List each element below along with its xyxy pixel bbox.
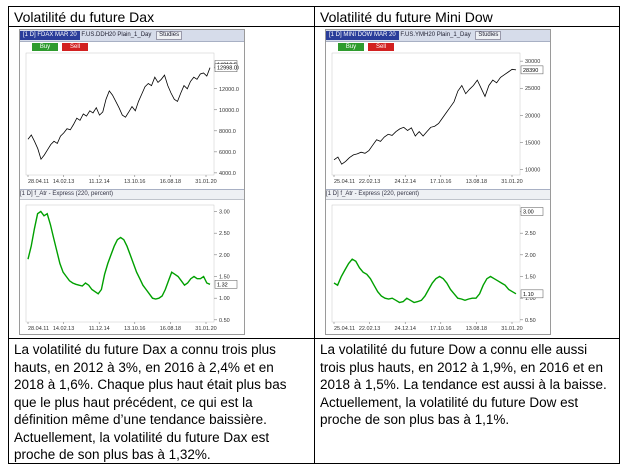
dow-price-y-tick-label: 25000 [525, 86, 540, 92]
dow-indicator-panel: 0.50 1.00 1.50 2.00 2.50 3.00 25.04.11 22.02.13… [331, 204, 544, 332]
dax-price-x-tick-label: 28.04.11 [28, 179, 49, 185]
dax-volatility-x-tick-label: 16.08.18 [160, 326, 181, 332]
dow-volatility-y-tick-label: 1.00 [525, 296, 536, 302]
dow-indicator-label: [1 D] f_Atr - Express (220, percent) [326, 191, 420, 197]
dax-price-x-tick-label: 13.10.16 [124, 179, 145, 185]
dax-price-plot-area [25, 52, 215, 176]
dow-volatility-last-value-tag: 1.10 [520, 289, 544, 299]
dax-price-y-tick-label: 10000.0 [219, 108, 239, 114]
dax-price-panel: 4000.06000.08000.010000.012000.014000.02… [25, 52, 239, 185]
dow-price-y-tick-label: 30000 [525, 59, 540, 65]
dax-price-y-tick-label: 6000.0 [219, 150, 236, 156]
dax-studies-button[interactable]: Studies [156, 31, 183, 40]
dax-description: La volatilité du future Dax a connu troi… [14, 342, 287, 462]
dax-price-y-tick-label: 8000.0 [219, 129, 236, 135]
dax-volatility-y-tick-label: 2.00 [219, 253, 230, 259]
dow-buy-button[interactable]: Buy [338, 43, 364, 51]
dax-price-y-tick-label: 4000.0 [219, 171, 236, 177]
dax-volatility-y-tick-label: 1.50 [219, 275, 230, 281]
dow-price-plot-area [331, 52, 521, 176]
dax-chart-toolbar: [1 D] FDAX MAR 20 F.US.DDH20 Plain_1_Day… [20, 30, 244, 42]
dow-volatility-y-tick-label: 0.50 [525, 318, 536, 324]
dow-chart-instrument: [1 D] MINI DOW MAR 20 [326, 31, 399, 40]
dow-chart-toolbar: [1 D] MINI DOW MAR 20 F.US.YMH20 Plain_1… [326, 30, 550, 42]
dow-price-x-tick-label: 24.12.14 [394, 179, 415, 185]
dax-chart-instrument: [1 D] FDAX MAR 20 [20, 31, 80, 40]
column-divider [314, 7, 315, 463]
dax-price-series-line [27, 67, 211, 161]
dow-price-x-tick-label: 25.04.11 [334, 179, 355, 185]
dax-volatility-last-value-label: 1.32 [217, 282, 228, 288]
dow-volatility-x-tick-label: 31.01.20 [501, 326, 522, 332]
dax-price-y-tick-label: 12000.0 [219, 87, 239, 93]
dow-volatility-x-tick-label: 25.04.11 [334, 326, 355, 332]
dow-chart-symbol: F.US.YMH20 Plain_1_Day [400, 32, 471, 38]
dax-volatility-x-tick-label: 31.01.20 [195, 326, 216, 332]
dax-price-x-tick-label: 14.02.13 [53, 179, 74, 185]
dax-volatility-x-tick-label: 28.04.11 [28, 326, 49, 332]
dow-volatility-plot-area [331, 204, 521, 323]
dax-indicator-bar: [1 D] f_Atr - Express (220, percent) [20, 189, 244, 200]
dow-volatility-x-tick-label: 13.08.18 [466, 326, 487, 332]
header-dax: Volatilité du future Dax [14, 9, 155, 25]
dax-price-x-tick-label: 31.01.20 [195, 179, 216, 185]
dax-volatility-series-line [27, 210, 211, 300]
dow-volatility-last-value-label: 3.00 [523, 210, 534, 216]
header-mini-dow: Volatilité du future Mini Dow [320, 9, 493, 25]
dax-indicator-label: [1 D] f_Atr - Express (220, percent) [20, 191, 114, 197]
dow-volatility-x-tick-label: 24.12.14 [394, 326, 415, 332]
dax-volatility-plot-area [25, 204, 215, 323]
dow-price-x-tick-label: 22.02.13 [359, 179, 380, 185]
dow-price-y-tick-label: 20000 [525, 113, 540, 119]
dow-volatility-series-line [333, 258, 517, 304]
dow-price-last-value-label: 28390 [523, 68, 538, 74]
dax-price-last-value-tag: 12998.0 [214, 63, 238, 72]
dow-indicator-bar: [1 D] f_Atr - Express (220, percent) [326, 189, 550, 200]
dow-price-panel: 10000 15000 20000 25000 30000 25.04.11 22.02.1… [331, 52, 544, 185]
dow-volatility-y-tick-label: 2.00 [525, 253, 536, 259]
dax-price-last-value-label: 12998.0 [217, 66, 237, 72]
dow-price-x-tick-label: 17.10.16 [430, 179, 451, 185]
dax-volatility-x-tick-label: 14.02.13 [53, 326, 74, 332]
dax-volatility-y-tick-label: 1.00 [219, 296, 230, 302]
dow-volatility-x-tick-label: 17.10.16 [430, 326, 451, 332]
row-divider [9, 338, 619, 339]
dax-price-x-tick-label: 16.08.18 [160, 179, 181, 185]
dax-volatility-y-tick-label: 2.50 [219, 231, 230, 237]
dow-volatility-last-value-box [520, 207, 544, 216]
dow-price-last-value-tag: 28390 [520, 65, 544, 75]
dax-chart-symbol: F.US.DDH20 Plain_1_Day [81, 32, 152, 38]
dow-price-y-tick-label: 15000 [525, 140, 540, 146]
dow-volatility-x-tick-label: 22.02.13 [359, 326, 380, 332]
dax-chart-window[interactable]: [1 D] FDAX MAR 20 F.US.DDH20 Plain_1_Day… [19, 29, 245, 335]
comparison-table: Volatilité du future Dax Volatilité du f… [8, 6, 620, 464]
dow-volatility-y-tick-label: 2.50 [525, 231, 536, 237]
dow-price-x-tick-label: 13.08.18 [466, 179, 487, 185]
dow-volatility-last-value-label: 1.10 [523, 292, 534, 298]
dow-studies-button[interactable]: Studies [475, 31, 502, 40]
dow-price-last-value-box [520, 65, 544, 75]
dow-price-x-tick-label: 31.01.20 [501, 179, 522, 185]
dax-buy-button[interactable]: Buy [32, 43, 58, 51]
dow-volatility-y-tick-label: 1.50 [525, 275, 536, 281]
dow-chart-window[interactable]: [1 D] MINI DOW MAR 20 F.US.YMH20 Plain_1… [325, 29, 551, 335]
dax-volatility-y-tick-label: 3.00 [219, 210, 230, 216]
dax-volatility-last-value-tag: 1.32 [214, 280, 238, 289]
header-divider [9, 26, 619, 27]
dax-volatility-x-tick-label: 11.12.14 [89, 326, 110, 332]
dow-volatility-last-value-tag: 3.00 [520, 207, 544, 216]
dow-price-y-tick-label: 10000 [525, 168, 540, 174]
dax-price-last-value-box [214, 63, 238, 72]
dax-volatility-y-tick-label: 0.50 [219, 318, 230, 324]
dax-price-x-tick-label: 11.12.14 [89, 179, 110, 185]
dax-indicator-panel: 0.50 1.00 1.50 2.00 2.50 3.00 28.04.11 14.02.13… [25, 204, 238, 332]
dow-volatility-last-value-box [520, 289, 544, 299]
dax-volatility-last-value-box [214, 280, 238, 289]
dax-sell-button[interactable]: Sell [62, 43, 88, 51]
dow-price-series-line [333, 68, 517, 165]
dow-sell-button[interactable]: Sell [368, 43, 394, 51]
dow-description: La volatilité du future Dow a connu elle… [320, 342, 607, 427]
dax-volatility-x-tick-label: 13.10.16 [124, 326, 145, 332]
